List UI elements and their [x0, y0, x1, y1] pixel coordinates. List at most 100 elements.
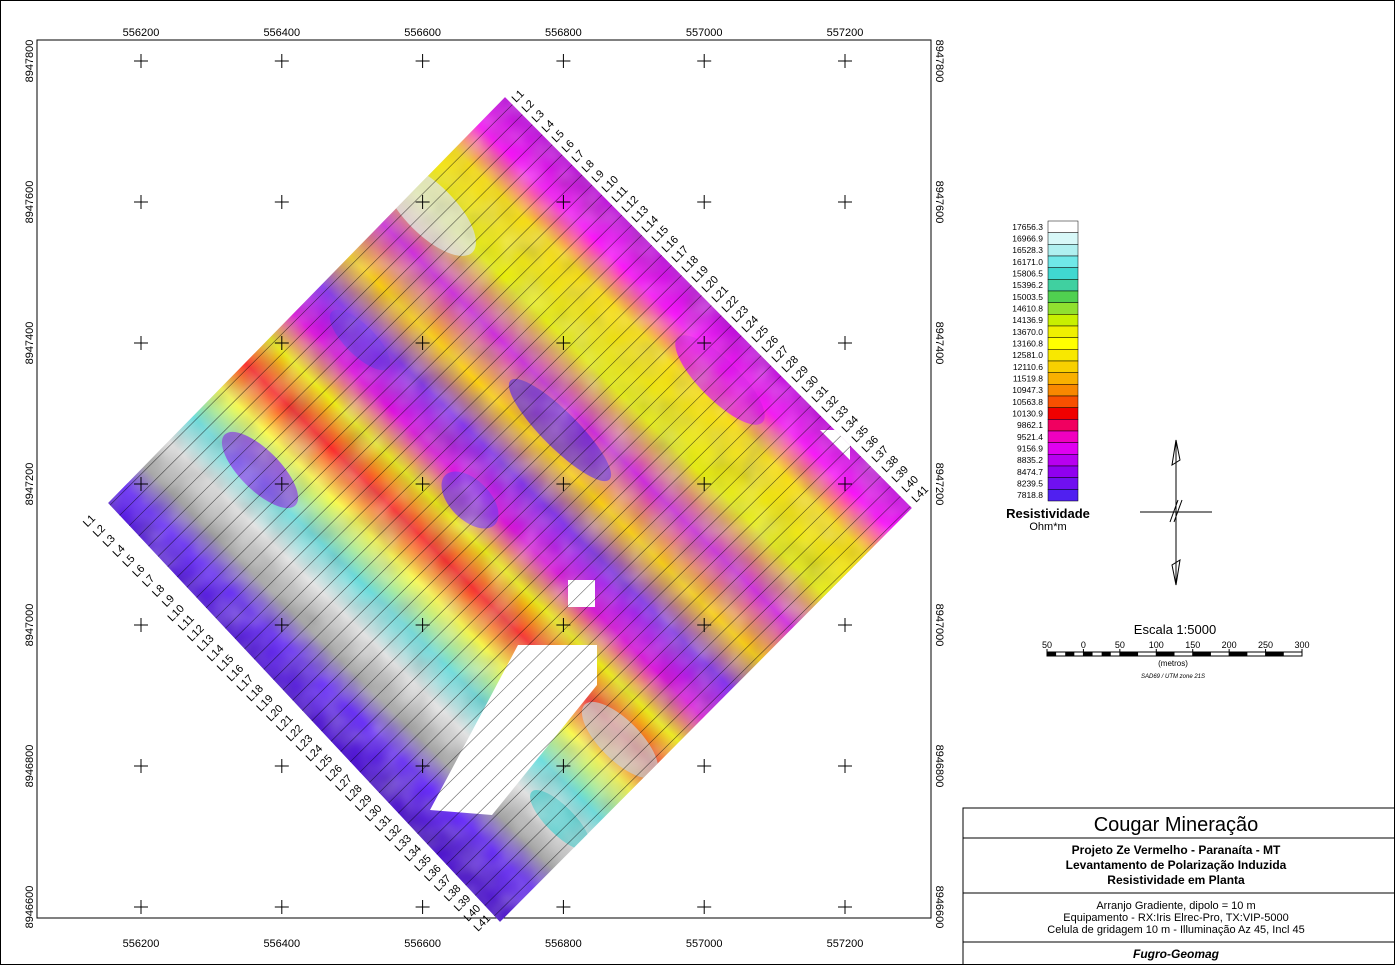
survey-line — [474, 484, 912, 922]
scale-title: Escala 1:5000 — [1134, 622, 1216, 637]
footer: Fugro-Geomag — [1133, 947, 1220, 961]
legend-label: 10563.8 — [1012, 397, 1043, 407]
legend-swatch — [1047, 454, 1079, 467]
legend-label: 8239.5 — [1017, 479, 1043, 489]
legend-label: 16528.3 — [1012, 245, 1043, 255]
y-coordinate: 8947000 — [24, 604, 36, 647]
legend-swatch — [1047, 477, 1079, 490]
legend-swatch — [1047, 325, 1079, 338]
survey-line — [108, 104, 553, 556]
survey-line — [218, 224, 673, 676]
legend-label: 9156.9 — [1017, 444, 1043, 454]
survey-line — [415, 424, 873, 876]
survey-line — [316, 324, 773, 776]
legend-swatch — [1047, 220, 1079, 233]
x-coordinate: 557200 — [827, 27, 864, 39]
x-coordinate: 556200 — [123, 938, 160, 950]
legend-swatch — [1047, 255, 1079, 268]
survey-line — [139, 144, 593, 596]
legend-swatch — [1047, 244, 1079, 257]
x-coordinate: 556800 — [545, 27, 582, 39]
legend-label: 12581.0 — [1012, 350, 1043, 360]
project-line: Projeto Ze Vermelho - Paranaíta - MT — [1072, 843, 1281, 857]
scale-label: 300 — [1294, 640, 1309, 650]
x-coordinate: 557000 — [686, 938, 723, 950]
legend-swatch — [1047, 314, 1079, 327]
survey-line — [297, 304, 753, 756]
y-coordinate: 8946800 — [933, 745, 945, 788]
survey-line — [198, 204, 653, 656]
survey-line — [385, 394, 843, 846]
survey-line — [306, 314, 763, 766]
legend-label: 14610.8 — [1012, 304, 1043, 314]
survey-line — [227, 234, 683, 686]
survey-line — [208, 214, 663, 666]
y-coordinate: 8947400 — [24, 322, 36, 365]
project-line: Levantamento de Polarização Induzida — [1066, 858, 1287, 872]
survey-line — [346, 354, 803, 806]
legend-swatch — [1047, 372, 1079, 385]
detail-line: Celula de gridagem 10 m - Illuminação Az… — [1047, 924, 1304, 936]
legend-label: 16171.0 — [1012, 257, 1043, 267]
x-coordinate: 556400 — [263, 938, 300, 950]
north-arrow — [1140, 439, 1212, 586]
legend-label: 15396.2 — [1012, 280, 1043, 290]
scale-segment — [1101, 652, 1111, 656]
x-coordinate: 557200 — [827, 938, 864, 950]
legend-swatch — [1047, 489, 1079, 502]
survey-line — [287, 294, 743, 746]
scale-unit: (metros) — [1158, 659, 1188, 668]
legend-swatch — [1047, 232, 1079, 245]
legend-label: 8835.2 — [1017, 455, 1043, 465]
legend-label: 10947.3 — [1012, 385, 1043, 395]
y-coordinate: 8947000 — [933, 604, 945, 647]
survey-line — [148, 154, 603, 606]
survey-line — [188, 194, 643, 646]
scale-segment — [1192, 652, 1211, 656]
scale-label: 50 — [1042, 640, 1052, 650]
survey-line — [109, 114, 563, 566]
grid-crosses — [134, 54, 852, 914]
legend-label: 8474.7 — [1017, 467, 1043, 477]
y-coordinate: 8947200 — [933, 463, 945, 506]
x-coordinate: 556400 — [263, 27, 300, 39]
legend-swatch — [1047, 337, 1079, 350]
scale-label: 200 — [1222, 640, 1237, 650]
scale-label: 50 — [1115, 640, 1125, 650]
survey-line — [237, 244, 693, 696]
survey-line — [405, 414, 863, 866]
scale-segment — [1229, 652, 1248, 656]
detail-line: Arranjo Gradiente, dipolo = 10 m — [1096, 900, 1255, 912]
scale-label: 0 — [1081, 640, 1086, 650]
survey-line — [119, 124, 573, 576]
legend-label: 9862.1 — [1017, 420, 1043, 430]
legend-swatch — [1047, 267, 1079, 280]
scale-datum: SAD69 / UTM zone 21S — [1141, 674, 1205, 680]
company: Cougar Mineração — [1094, 814, 1259, 836]
x-coordinate: 556800 — [545, 938, 582, 950]
y-coordinate: 8947200 — [24, 463, 36, 506]
scale-label: 100 — [1149, 640, 1164, 650]
y-coordinate: 8947800 — [24, 40, 36, 83]
legend-label: 11519.8 — [1013, 374, 1043, 384]
survey-line — [366, 374, 823, 826]
legend-label: 12110.6 — [1013, 362, 1043, 372]
legend-swatch — [1047, 349, 1079, 362]
survey-line — [108, 97, 543, 546]
survey-line — [464, 474, 912, 922]
y-coordinate: 8946600 — [933, 886, 945, 929]
legend-swatch — [1047, 419, 1079, 432]
survey-line — [326, 334, 783, 786]
survey-lines — [108, 97, 912, 922]
legend-label: 14136.9 — [1012, 315, 1043, 325]
survey-line — [455, 464, 912, 916]
y-coordinate: 8946800 — [24, 745, 36, 788]
legend-swatch — [1047, 395, 1079, 408]
legend-swatch — [1047, 279, 1079, 292]
legend-label: 15003.5 — [1012, 292, 1043, 302]
gap — [568, 580, 595, 607]
legend-swatch — [1047, 384, 1079, 397]
x-coordinate: 556600 — [404, 27, 441, 39]
